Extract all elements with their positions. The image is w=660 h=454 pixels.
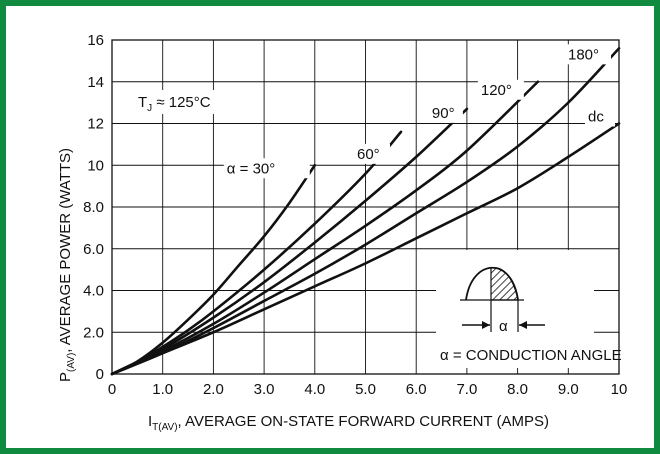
x-tick-labels: 0 1.0 2.0 3.0 4.0 5.0 6.0 7.0 8.0 9.0 10 — [108, 381, 628, 398]
y-tick-labels: 0 2.0 4.0 6.0 8.0 10 12 14 16 — [83, 32, 104, 383]
y-tick-label: 6.0 — [83, 241, 104, 258]
x-tick-label: 4.0 — [304, 381, 325, 398]
x-tick-label: 6.0 — [406, 381, 427, 398]
y-tick-label: 2.0 — [83, 324, 104, 341]
series-label-bg — [428, 102, 463, 123]
series-label: dc — [588, 109, 604, 126]
junction-temperature-note: TJ ≈ 125°C — [132, 90, 252, 114]
series-line — [110, 80, 540, 376]
series-label: 180° — [568, 46, 599, 63]
y-tick-label: 4.0 — [83, 283, 104, 300]
series-label-bg — [223, 158, 310, 179]
x-tick-label: 7.0 — [456, 381, 477, 398]
series-line — [110, 107, 469, 376]
y-axis-label: P(AV), AVERAGE POWER (WATTS) — [57, 148, 77, 382]
conduction-angle-inset: α α = CONDUCTION ANGLE — [436, 250, 622, 368]
series-label-bg — [585, 106, 615, 127]
series-line — [110, 163, 317, 376]
series-lines — [110, 47, 621, 376]
y-tick-label: 8.0 — [83, 199, 104, 216]
inset-alpha-label: α — [499, 318, 508, 335]
conduction-angle-note: α = CONDUCTION ANGLE — [440, 347, 622, 364]
series-label: 60° — [357, 146, 380, 163]
series-line — [110, 47, 621, 376]
x-tick-label: 8.0 — [507, 381, 528, 398]
svg-text:TJ ≈ 125°C: TJ ≈ 125°C — [138, 94, 211, 114]
y-tick-label: 10 — [87, 157, 104, 174]
plot-border — [111, 39, 620, 375]
x-tick-label: 1.0 — [152, 381, 173, 398]
y-tick-label: 16 — [87, 32, 104, 49]
series-label-bg — [565, 44, 611, 65]
y-tick-label: 12 — [87, 116, 104, 133]
series-label: 90° — [432, 105, 455, 122]
y-tick-label: 14 — [87, 74, 104, 91]
series-labels: α = 30° 60° 90° 120° 180° dc — [223, 44, 615, 179]
series-label: 120° — [481, 82, 512, 99]
x-tick-label: 0 — [108, 381, 116, 398]
right-arrowhead — [519, 321, 527, 329]
x-tick-label: 5.0 — [355, 381, 376, 398]
x-axis-label: IT(AV), AVERAGE ON-STATE FORWARD CURRENT… — [148, 413, 549, 433]
x-tick-label: 2.0 — [203, 381, 224, 398]
x-tick-label: 10 — [611, 381, 628, 398]
series-label-bg — [477, 79, 524, 100]
y-tick-label: 0 — [96, 366, 104, 383]
series-line — [110, 122, 621, 376]
series-label: α = 30° — [227, 160, 275, 177]
x-tick-label: 9.0 — [558, 381, 579, 398]
series-label-bg — [353, 143, 390, 164]
left-arrowhead — [482, 321, 490, 329]
x-tick-label: 3.0 — [254, 381, 275, 398]
